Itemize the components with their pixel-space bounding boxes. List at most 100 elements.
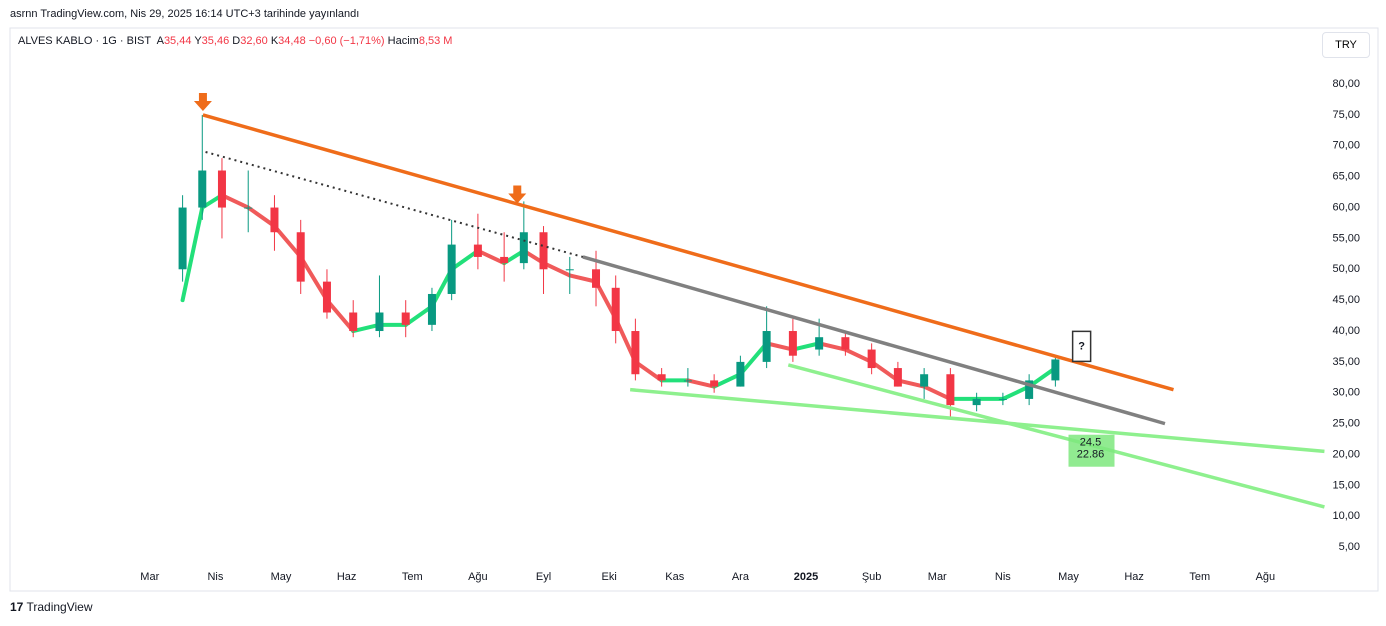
ema-segment	[685, 378, 717, 389]
x-tick-label: Nis	[207, 571, 223, 583]
ema-segment	[298, 254, 329, 303]
y-tick-label: 50,00	[1332, 263, 1360, 275]
question-mark: ?	[1078, 340, 1085, 352]
change: −0,60 (−1,71%)	[308, 35, 385, 47]
ema-segment	[429, 267, 454, 309]
ema-segment	[180, 205, 205, 303]
x-tick-label: Mar	[140, 571, 159, 583]
ema-segment	[712, 372, 743, 389]
x-tick-label: May	[271, 571, 292, 583]
ema-segment	[351, 322, 382, 334]
ema-segment	[843, 347, 874, 364]
ema-segment	[541, 261, 572, 278]
candle-body	[565, 269, 574, 271]
candle-body	[815, 337, 824, 350]
candle-body	[683, 380, 692, 382]
ema-segment	[594, 279, 618, 321]
candle-body	[920, 374, 929, 387]
ema-segment	[475, 248, 507, 266]
volume-label: Hacim	[387, 35, 419, 47]
high: 35,46	[201, 35, 230, 47]
high-label: Y	[194, 35, 202, 47]
footer-brand: 17 TradingView	[10, 600, 93, 614]
candle-body	[1025, 380, 1034, 399]
ema-segment	[1000, 384, 1032, 401]
candle-body	[592, 269, 601, 288]
candle-body	[657, 374, 666, 381]
candle-body	[762, 331, 771, 362]
x-tick-label: Haz	[1124, 571, 1144, 583]
ema-segment	[200, 193, 224, 210]
y-tick-label: 80,00	[1332, 78, 1360, 90]
candle-body	[972, 398, 981, 406]
candle-body	[178, 207, 187, 270]
y-tick-label: 25,00	[1332, 418, 1360, 430]
candle-body	[867, 349, 876, 369]
chart-frame	[9, 27, 1379, 592]
candle-body	[841, 337, 850, 350]
candle-body	[500, 256, 509, 264]
candle-body	[539, 232, 548, 270]
x-tick-label: Ağu	[468, 571, 488, 583]
question-box	[1071, 330, 1092, 363]
trendline	[629, 387, 1325, 454]
ema-segment	[790, 341, 822, 352]
x-tick-label: Şub	[862, 571, 882, 583]
candle-body	[401, 312, 410, 325]
candle-body	[447, 244, 456, 294]
y-tick-label: 45,00	[1332, 294, 1360, 306]
trendline	[582, 255, 1166, 426]
x-tick-label: Tem	[1189, 571, 1210, 583]
brand: TradingView	[26, 600, 93, 614]
symbol: ALVES KABLO · 1G · BIST	[18, 35, 152, 47]
low: 32,60	[240, 35, 268, 47]
volume: 8,53 M	[418, 35, 453, 47]
candle-body	[998, 398, 1007, 400]
ema-segment	[869, 359, 900, 383]
ema-segment	[403, 304, 434, 327]
y-tick-label: 20,00	[1332, 448, 1360, 460]
x-tick-label: Tem	[402, 571, 423, 583]
x-tick-label: Eyl	[536, 571, 551, 583]
y-tick-label: 55,00	[1332, 232, 1360, 244]
y-tick-label: 30,00	[1332, 387, 1360, 399]
x-tick-label: Mar	[928, 571, 947, 583]
open-label: A	[156, 35, 164, 47]
ema-segment	[272, 224, 303, 259]
candle-body	[788, 331, 797, 356]
y-tick-label: 65,00	[1332, 171, 1360, 183]
ema-segment	[502, 248, 526, 266]
candle-body	[375, 312, 384, 332]
x-tick-label: Ağu	[1256, 571, 1276, 583]
ema-segment	[738, 341, 769, 377]
y-tick-label: 10,00	[1332, 510, 1360, 522]
candle-body	[217, 170, 226, 208]
arrow-marker	[508, 185, 527, 204]
candle-body	[198, 170, 207, 208]
ema-segment	[324, 298, 356, 334]
ema-segment	[764, 341, 795, 352]
candle-body	[519, 232, 528, 264]
x-tick-label: Ara	[732, 571, 750, 583]
trendline	[787, 363, 1325, 509]
y-tick-label: 5,00	[1339, 541, 1360, 553]
candle-body	[244, 207, 253, 209]
candle-body	[946, 374, 955, 406]
trendline	[205, 151, 584, 258]
x-tick-label: May	[1058, 571, 1079, 583]
candle-body	[473, 244, 482, 257]
y-tick-label: 40,00	[1332, 325, 1360, 337]
ema-segment	[246, 205, 277, 229]
arrow-marker	[193, 92, 212, 111]
candle-body	[427, 293, 436, 325]
candle-body	[296, 232, 305, 282]
x-tick-label: Eki	[602, 571, 617, 583]
candle-body	[736, 361, 745, 387]
currency-button[interactable]: TRY	[1322, 32, 1370, 58]
ema-segment	[613, 316, 638, 364]
candle-body	[611, 287, 620, 332]
ema-segment	[449, 248, 480, 272]
candle-body	[349, 312, 358, 332]
x-tick-label: Kas	[665, 571, 684, 583]
